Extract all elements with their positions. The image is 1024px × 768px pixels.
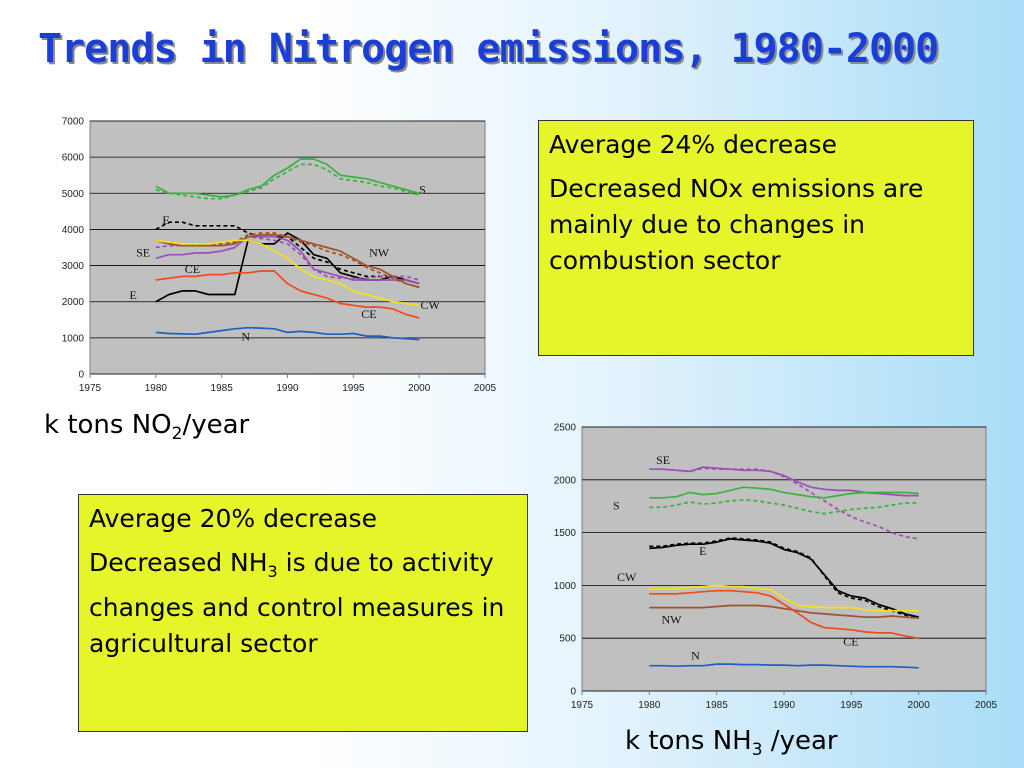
series-label-4: NW <box>661 612 682 626</box>
plot-area <box>581 426 987 692</box>
series-line-cw-8 <box>155 239 420 307</box>
nh3-unit-prefix: k tons NH <box>625 726 752 756</box>
y-tick-label-4: 4000 <box>62 225 85 236</box>
y-tick-label-3: 1500 <box>554 528 577 539</box>
nox-note-headline: Average 24% decrease <box>549 130 837 159</box>
nox-unit-suffix: /year <box>182 410 250 440</box>
series-line-e-4 <box>649 538 919 618</box>
x-tick-label-6: 2005 <box>975 700 998 711</box>
y-tick-label-2: 1000 <box>554 581 577 592</box>
nox-unit-subscript: 2 <box>171 424 183 445</box>
x-tick-label-2: 1985 <box>211 383 234 394</box>
y-tick-label-1: 1000 <box>62 333 85 344</box>
nh3-emissions-chart: 0 500 1000 1500 2000 2500 1975 1980 1985 1990 1995… <box>530 418 1000 718</box>
nh3-note-body-sub: 3 <box>267 562 278 581</box>
nh3-note-headline: Average 20% decrease <box>89 504 377 533</box>
series-line-n-9 <box>649 663 919 669</box>
series-label-0: SE <box>656 453 670 467</box>
x-tick-label-0: 1975 <box>571 700 594 711</box>
nox-note-box: Average 24% decrease Decreased NOx emiss… <box>538 120 974 356</box>
series-label-3: CW <box>617 570 637 584</box>
y-tick-label-3: 3000 <box>62 261 85 272</box>
nox-emissions-chart: 0 1000 2000 3000 4000 5000 6000 7000 1975 1980 198… <box>38 110 508 402</box>
series-line-ce-8 <box>649 589 919 640</box>
series-label-2: E <box>699 544 706 558</box>
series-label-5: NW <box>369 246 390 260</box>
series-label-2: SE <box>136 246 150 260</box>
series-line-s-1 <box>155 163 420 200</box>
series-label-5: CE <box>843 635 858 649</box>
series-line-n-10 <box>155 326 420 341</box>
nh3-chart-svg: 0 500 1000 1500 2000 2500 1975 1980 1985 1990 1995… <box>554 423 998 712</box>
series-line-s-2 <box>649 486 919 499</box>
nh3-unit-suffix: /year <box>762 726 838 756</box>
y-tick-label-1: 500 <box>559 634 576 645</box>
series-label-6: CW <box>420 298 440 312</box>
x-tick-label-1: 1980 <box>145 383 168 394</box>
series-line-e-5 <box>649 537 919 619</box>
series-line-cw-6 <box>649 584 919 612</box>
series-line-ce-9 <box>155 270 420 319</box>
nh3-note-body: Decreased NH3 is due to activity changes… <box>89 545 517 662</box>
y-tick-label-0: 0 <box>570 687 576 698</box>
nh3-unit-label: k tons NH3 /year <box>625 726 838 760</box>
y-tick-label-4: 2000 <box>554 475 577 486</box>
x-tick-label-5: 2000 <box>408 383 431 394</box>
nh3-note-body-pre: Decreased NH <box>89 548 268 577</box>
series-label-6: N <box>691 648 700 662</box>
x-tick-label-2: 1985 <box>706 700 729 711</box>
x-tick-label-4: 1995 <box>342 383 365 394</box>
series-line-s-0 <box>155 158 420 198</box>
nox-chart-svg: 0 1000 2000 3000 4000 5000 6000 7000 1975 1980 198… <box>62 117 497 395</box>
x-tick-label-1: 1980 <box>638 700 661 711</box>
nox-unit-prefix: k tons NO <box>44 410 172 440</box>
slide-title: Trends in Nitrogen emissions, 1980-2000 <box>38 26 939 72</box>
x-tick-label-3: 1990 <box>276 383 299 394</box>
series-label-8: N <box>241 330 250 344</box>
y-tick-label-5: 5000 <box>62 189 85 200</box>
y-tick-label-7: 7000 <box>62 117 85 128</box>
y-tick-label-5: 2500 <box>554 423 577 434</box>
series-label-0: S <box>419 182 426 196</box>
x-tick-label-0: 1975 <box>79 383 102 394</box>
x-tick-label-4: 1995 <box>840 700 863 711</box>
x-tick-label-6: 2005 <box>474 383 497 394</box>
series-label-4: E <box>130 288 137 302</box>
series-label-3: CE <box>185 262 200 276</box>
series-line-nw-7 <box>649 604 919 619</box>
series-line-se-4 <box>155 235 420 285</box>
nh3-note-box: Average 20% decrease Decreased NH3 is du… <box>78 494 528 732</box>
nox-unit-label: k tons NO2/year <box>44 410 249 444</box>
y-tick-label-6: 6000 <box>62 153 85 164</box>
nh3-note-body-post: is due to activity changes and control m… <box>89 548 505 658</box>
x-tick-label-3: 1990 <box>773 700 796 711</box>
series-line-se-1 <box>649 467 919 540</box>
series-label-1: S <box>613 498 620 512</box>
y-tick-label-0: 0 <box>78 370 84 381</box>
y-tick-label-2: 2000 <box>62 297 85 308</box>
series-line-s-3 <box>649 499 919 515</box>
series-label-1: E <box>162 213 169 227</box>
x-tick-label-5: 2000 <box>908 700 931 711</box>
nox-note-body: Decreased NOx emissions are mainly due t… <box>549 174 924 275</box>
series-label-7: CE <box>361 307 376 321</box>
nh3-unit-subscript: 3 <box>751 740 763 761</box>
